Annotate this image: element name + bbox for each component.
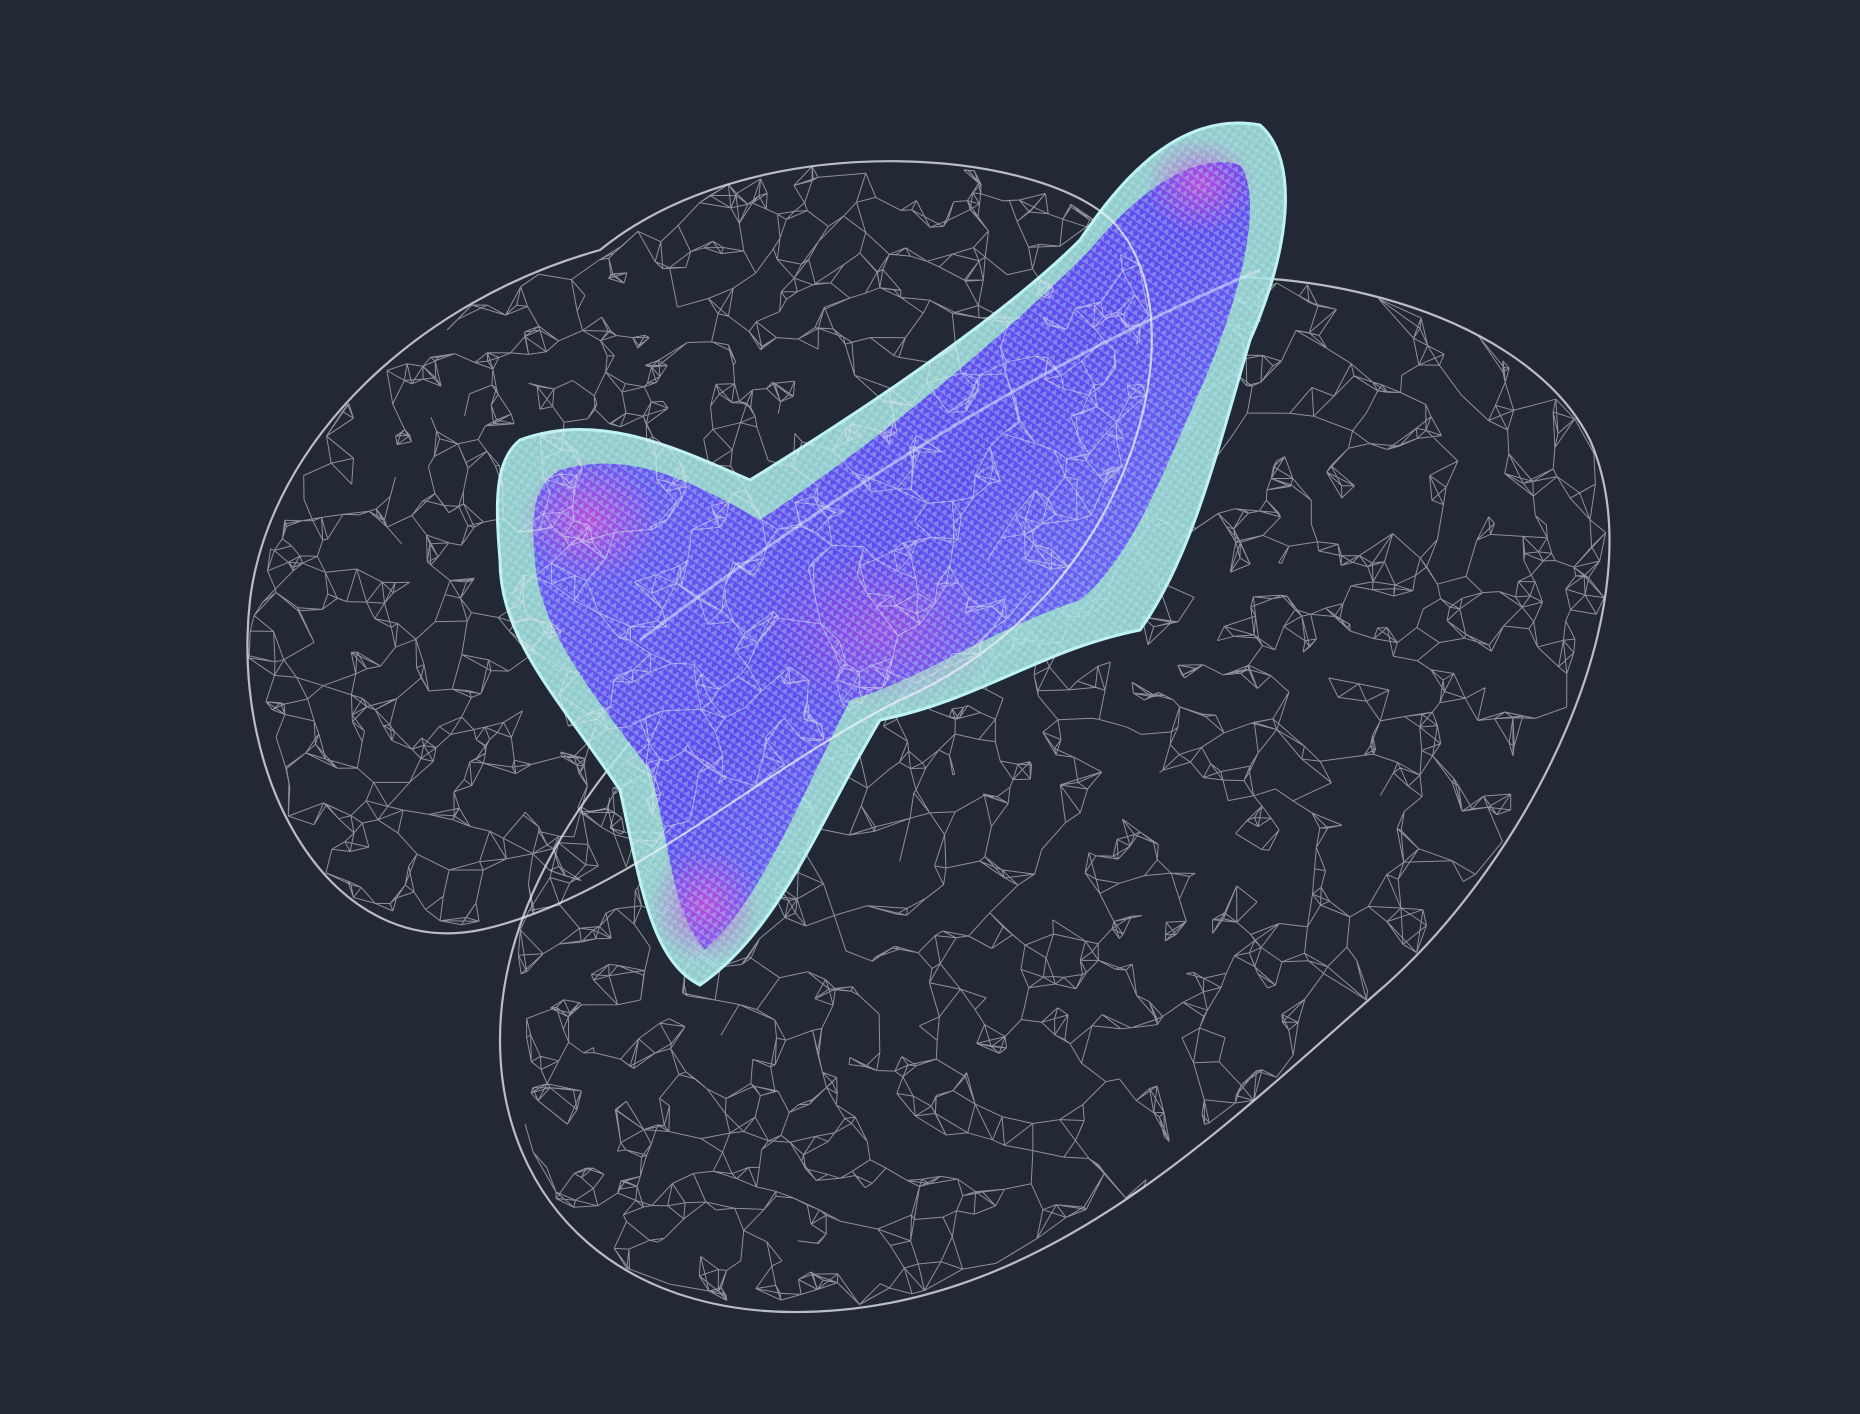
upper-mesh-edges — [248, 166, 1150, 926]
mesh-lobe-upper — [248, 166, 1150, 926]
volume-crease — [639, 268, 1261, 642]
mesh-lobe-upper-outline — [246, 160, 1153, 935]
